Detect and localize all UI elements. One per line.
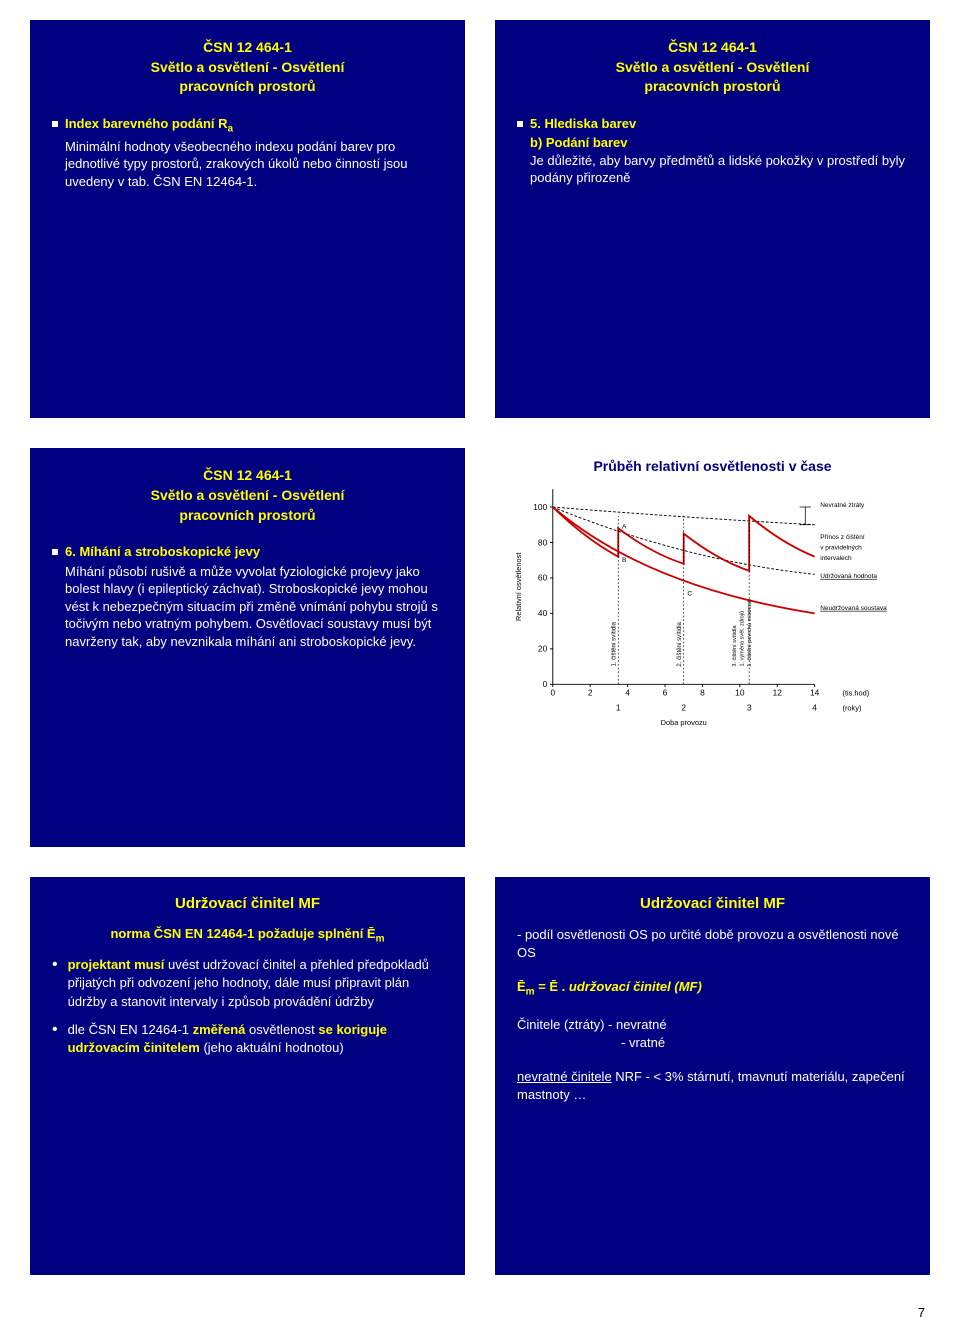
- mf-subtitle: norma ČSN EN 12464-1 požaduje splnění Ēm: [52, 926, 443, 945]
- title-line: ČSN 12 464-1: [203, 39, 292, 55]
- svg-text:1. čištění povrchů místnosti: 1. čištění povrchů místnosti: [746, 599, 753, 666]
- svg-text:0: 0: [550, 688, 555, 698]
- sub-heading: b) Podání barev: [530, 134, 908, 152]
- slide-5: Udržovací činitel MF norma ČSN EN 12464-…: [30, 877, 465, 1275]
- mf-bullet-1: • projektant musí uvést udržovací činite…: [52, 956, 443, 1011]
- svg-text:10: 10: [735, 688, 745, 698]
- chart-svg: 02040608010002468101214(tis.hod)1234(rok…: [500, 480, 925, 740]
- slide-2: ČSN 12 464-1 Světlo a osvětlení - Osvětl…: [495, 20, 930, 418]
- mf-equation: Ēm = Ē . udržovací činitel (MF): [517, 978, 908, 1000]
- slide-2-title: ČSN 12 464-1 Světlo a osvětlení - Osvětl…: [517, 38, 908, 97]
- bullet-dot: •: [52, 1021, 58, 1057]
- chart-title: Průběh relativní osvětlenosti v čase: [500, 458, 925, 474]
- mf-body: dle ČSN EN 12464-1 změřená osvětlenost s…: [68, 1021, 443, 1057]
- bullet-item: Index barevného podání Ra: [52, 115, 443, 136]
- svg-text:12: 12: [773, 688, 783, 698]
- svg-text:3: 3: [747, 703, 752, 713]
- svg-text:1. výměna svět. zdrojů: 1. výměna svět. zdrojů: [739, 611, 746, 667]
- svg-text:(tis.hod): (tis.hod): [843, 689, 870, 698]
- slide-3: ČSN 12 464-1 Světlo a osvětlení - Osvětl…: [30, 448, 465, 846]
- svg-text:1: 1: [616, 703, 621, 713]
- body-text: Minimální hodnoty všeobecného indexu pod…: [65, 138, 443, 191]
- mf-line3a: Činitele (ztráty) - nevratné: [517, 1016, 908, 1034]
- mf-line3b: - vratné: [621, 1034, 908, 1052]
- svg-text:Relativní osvětlenost: Relativní osvětlenost: [514, 553, 523, 621]
- svg-text:1. čištění svítidla: 1. čištění svítidla: [611, 622, 617, 667]
- svg-text:Přínos z čištění: Přínos z čištění: [820, 534, 865, 541]
- body-text: Je důležité, aby barvy předmětů a lidské…: [530, 152, 908, 187]
- mf-title: Udržovací činitel MF: [52, 895, 443, 912]
- svg-text:Neudržovaná soustava: Neudržovaná soustava: [820, 605, 887, 612]
- svg-text:B: B: [622, 558, 626, 565]
- slide-6: Udržovací činitel MF - podíl osvětlenost…: [495, 877, 930, 1275]
- mf-title: Udržovací činitel MF: [517, 895, 908, 912]
- svg-text:2: 2: [681, 703, 686, 713]
- svg-text:Udržovaná hodnota: Udržovaná hodnota: [820, 573, 877, 580]
- svg-text:intervalech: intervalech: [820, 556, 852, 563]
- svg-text:Nevratné ztráty: Nevratné ztráty: [820, 502, 865, 509]
- slide-4-chart: Průběh relativní osvětlenosti v čase 020…: [495, 448, 930, 846]
- svg-text:6: 6: [663, 688, 668, 698]
- title-line: Světlo a osvětlení - Osvětlení: [151, 59, 345, 75]
- svg-text:4: 4: [625, 688, 630, 698]
- svg-text:C: C: [687, 591, 692, 598]
- mf-line1: - podíl osvětlenosti OS po určité době p…: [517, 926, 908, 962]
- svg-text:v pravidelných: v pravidelných: [820, 545, 862, 552]
- title-line: ČSN 12 464-1: [203, 467, 292, 483]
- svg-text:0: 0: [543, 679, 548, 689]
- svg-text:3. čištění svítidla: 3. čištění svítidla: [732, 625, 738, 667]
- bullet-icon: [52, 549, 58, 555]
- svg-text:80: 80: [538, 538, 548, 548]
- bullet-icon: [517, 121, 523, 127]
- title-line: pracovních prostorů: [179, 78, 315, 94]
- bullet-heading: 6. Míhání a stroboskopické jevy: [65, 543, 260, 561]
- slide-1-title: ČSN 12 464-1 Světlo a osvětlení - Osvětl…: [52, 38, 443, 97]
- chart-area: 02040608010002468101214(tis.hod)1234(rok…: [500, 480, 925, 740]
- bullet-icon: [52, 121, 58, 127]
- bullet-heading: 5. Hlediska barev: [530, 115, 636, 133]
- svg-text:40: 40: [538, 608, 548, 618]
- bullet-item: 5. Hlediska barev: [517, 115, 908, 133]
- title-line: Světlo a osvětlení - Osvětlení: [151, 487, 345, 503]
- svg-text:2: 2: [588, 688, 593, 698]
- bullet-heading: Index barevného podání Ra: [65, 115, 233, 136]
- bullet-item: 6. Míhání a stroboskopické jevy: [52, 543, 443, 561]
- title-line: Světlo a osvětlení - Osvětlení: [616, 59, 810, 75]
- svg-text:2. čištění svítidla: 2. čištění svítidla: [677, 622, 683, 667]
- svg-text:60: 60: [538, 573, 548, 583]
- svg-text:(roky): (roky): [843, 704, 862, 713]
- svg-text:100: 100: [533, 502, 547, 512]
- svg-text:20: 20: [538, 644, 548, 654]
- svg-text:Doba provozu: Doba provozu: [661, 718, 707, 727]
- svg-text:4: 4: [812, 703, 817, 713]
- title-line: ČSN 12 464-1: [668, 39, 757, 55]
- bullet-dot: •: [52, 956, 58, 1011]
- title-line: pracovních prostorů: [179, 507, 315, 523]
- page-number: 7: [918, 1305, 925, 1320]
- svg-text:A: A: [622, 524, 627, 531]
- mf-line4: nevratné činitele NRF - < 3% stárnutí, t…: [517, 1068, 908, 1104]
- body-text: Míhání působí rušivě a může vyvolat fyzi…: [65, 563, 443, 651]
- title-line: pracovních prostorů: [644, 78, 780, 94]
- svg-text:14: 14: [810, 688, 820, 698]
- slide-1: ČSN 12 464-1 Světlo a osvětlení - Osvětl…: [30, 20, 465, 418]
- mf-body: projektant musí uvést udržovací činitel …: [68, 956, 443, 1011]
- svg-text:8: 8: [700, 688, 705, 698]
- slide-3-title: ČSN 12 464-1 Světlo a osvětlení - Osvětl…: [52, 466, 443, 525]
- mf-bullet-2: • dle ČSN EN 12464-1 změřená osvětlenost…: [52, 1021, 443, 1057]
